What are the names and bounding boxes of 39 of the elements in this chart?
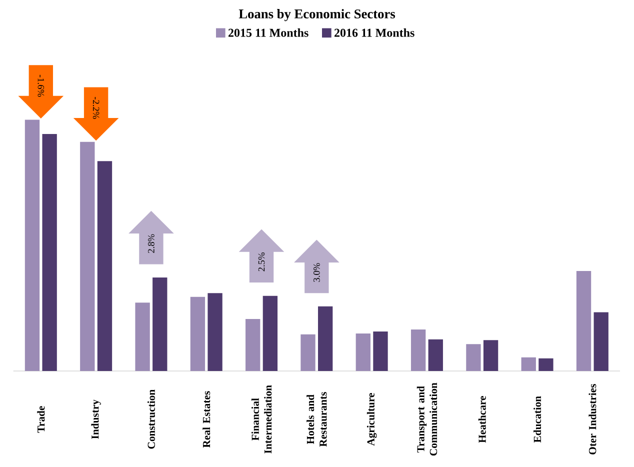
bar (483, 340, 498, 371)
bar (594, 312, 608, 371)
x-tick-label: Real Estates (202, 391, 210, 448)
bar (373, 332, 388, 371)
bar (466, 344, 481, 371)
bar (152, 278, 168, 371)
annotation: 2.8% (148, 234, 154, 253)
annotation: 3.0% (314, 263, 320, 282)
text: -1.6% (38, 74, 44, 97)
annotation: 2.5% (258, 252, 265, 272)
bar (521, 357, 536, 371)
bar (300, 334, 316, 371)
legend-label: 2016 11 Months (334, 28, 414, 37)
bar (262, 296, 278, 371)
bar (356, 334, 370, 371)
bar (135, 302, 150, 371)
bar (208, 293, 222, 371)
x-tick-label: Financial Intermediation (251, 385, 272, 454)
bar (538, 358, 554, 371)
x-tick-label: Industry (91, 400, 101, 439)
x-tick-label: Trade (37, 406, 45, 433)
x-tick-label: Oter Industries (588, 384, 596, 454)
bar (410, 330, 426, 371)
text: -2.2% (92, 96, 100, 119)
x-tick-label: Hotels and Restaurants (306, 392, 327, 447)
bar (318, 306, 333, 371)
x-tick-label: Construction (147, 390, 155, 449)
bar (428, 339, 443, 371)
bar (576, 270, 592, 371)
chart-title: Loans by Economic Sectors (238, 9, 396, 22)
bar (42, 134, 57, 371)
x-tick-label: Agriculture (366, 393, 377, 446)
x-tick-label: Heathcare (478, 396, 486, 443)
x-tick-label: Education (534, 396, 542, 443)
x-tick-label: Transport and Communication (416, 382, 438, 456)
bar (246, 318, 260, 371)
bar (97, 161, 112, 371)
bar (190, 296, 206, 371)
legend-label: 2015 11 Months (228, 28, 308, 37)
